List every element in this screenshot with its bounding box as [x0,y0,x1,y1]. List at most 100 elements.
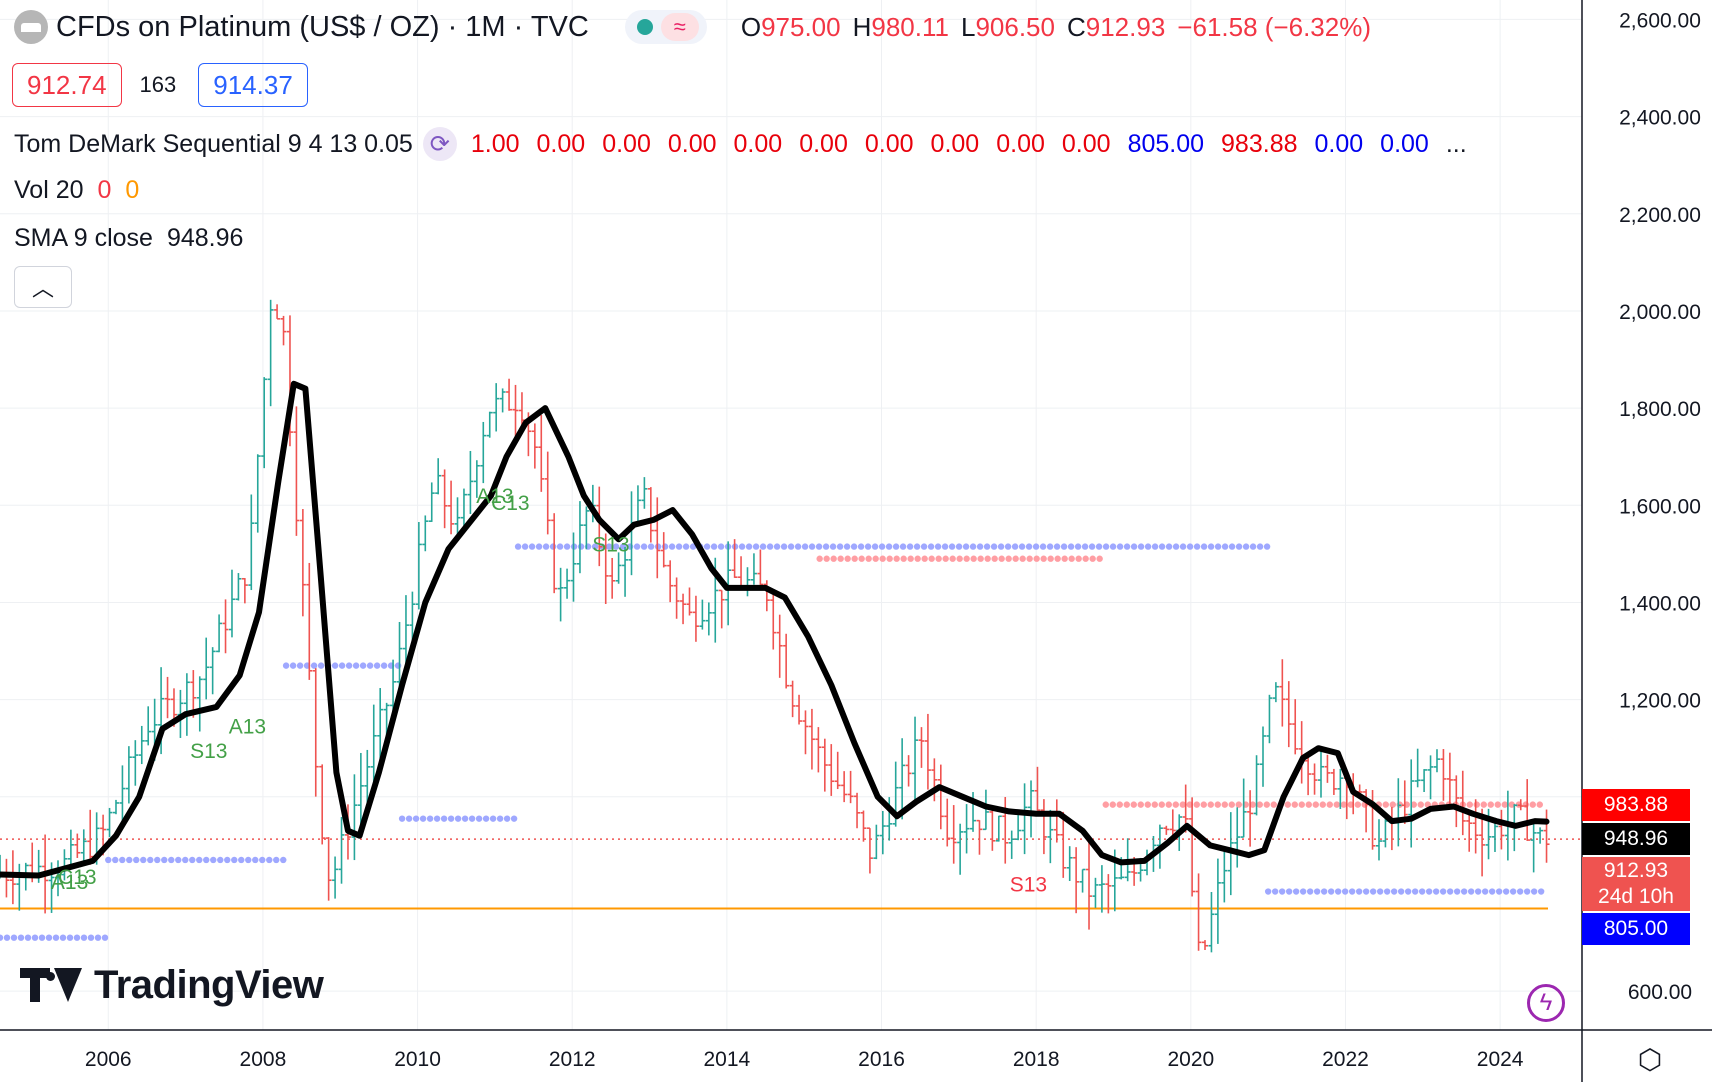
support-resistance-dot [1327,888,1335,895]
ohlc-bar [744,567,751,597]
support-resistance-dot [154,856,161,864]
ohlc-bar [409,591,416,642]
ohlc-bar [680,593,687,625]
data-delay-wave-icon[interactable]: ≈ [660,13,699,41]
ohlc-bar [325,837,332,901]
support-resistance-dot [1312,801,1319,808]
symbol-title[interactable]: CFDs on Platinum (US$ / OZ) · 1M · TVC [56,10,589,43]
ohlc-bar [1395,778,1402,847]
ohlc-bar [338,816,345,884]
support-resistance-dot [1046,543,1054,550]
support-resistance-dot [1165,801,1172,808]
time-tick-label: 2018 [1013,1048,1060,1071]
ohlc-bar [660,532,667,568]
support-resistance-dot [514,543,522,550]
market-status-pill[interactable]: ≈ [624,10,707,44]
support-resistance-dot [1278,888,1286,895]
support-resistance-dot [1417,801,1424,808]
ohlc-bar [16,863,23,911]
ohlc-bar [1073,847,1080,914]
support-resistance-dot [126,856,133,864]
tradingview-logo[interactable]: TradingView [20,963,324,1008]
support-resistance-dot [1144,801,1151,808]
ohlc-bar [873,824,880,860]
ohlc-bar [422,515,429,552]
ohlc-bar [1414,748,1421,788]
support-resistance-dot [1319,801,1326,808]
ohlc-bar [222,599,229,654]
refresh-icon[interactable]: ⟳ [422,127,457,161]
support-resistance-dot [1383,888,1391,895]
support-resistance-dot [871,543,879,550]
settings-hexagon-icon[interactable]: ⬡ [1637,1043,1663,1075]
support-resistance-dot [816,555,823,562]
symbol-header: CFDs on Platinum (US$ / OZ) · 1M · TVC ≈… [14,10,1371,44]
ohlc-bar [3,858,10,898]
support-resistance-dot [80,934,88,941]
support-resistance-dot [87,934,95,941]
support-resistance-dot [1144,543,1152,550]
ohlc-bar [312,668,319,797]
ohlc-bar [1543,809,1550,863]
support-resistance-dot [380,662,388,669]
ohlc-bar [112,799,119,815]
ohlc-bar [1234,807,1241,868]
support-resistance-dot [1411,888,1419,895]
ohlc-bar [976,819,983,855]
ohlc-bar [1208,891,1215,953]
sma-line [0,380,1550,879]
support-resistance-dot [496,815,504,822]
ohlc-bar [248,494,255,591]
indicator-demark[interactable]: Tom DeMark Sequential 9 4 13 0.05 ⟳ 1.00… [14,127,1467,161]
time-tick-label: 2008 [240,1048,287,1071]
support-resistance-dot [962,543,970,550]
time-tick-label: 2006 [85,1048,132,1071]
support-resistance-dot [119,856,126,864]
price-tick-label: 2,600.00 [1619,9,1701,32]
support-resistance-dot [1207,543,1215,550]
ohlc-bar [1227,812,1234,896]
support-resistance-dot [461,815,469,822]
support-resistance-dot [1130,801,1137,808]
ohlc-bar [1047,809,1054,864]
support-resistance-dot [1235,543,1243,550]
sell-price-button[interactable]: 912.74 [12,63,122,107]
support-resistance-dot [977,555,984,562]
ohlc-bar [480,421,487,484]
support-resistance-dot [440,815,448,822]
support-resistance-dot [661,543,669,550]
support-resistance-dot [787,543,795,550]
support-resistance-dot [1264,888,1272,895]
support-resistance-dot [1221,801,1228,808]
support-resistance-dot [1151,801,1158,808]
support-resistance-dot [843,543,851,550]
support-resistance-dot [1501,801,1508,808]
support-resistance-dot [872,555,879,562]
ohlc-bar [61,849,68,881]
support-resistance-dot [801,543,809,550]
support-resistance-dot [398,815,406,822]
indicator-sma[interactable]: SMA 9 close 948.96 [14,224,243,253]
support-resistance-dot [1228,543,1236,550]
support-resistance-dot [1137,801,1144,808]
support-resistance-dot [503,815,511,822]
ohlc-bar [274,304,281,320]
ohlc-bar [982,789,989,831]
buy-price-button[interactable]: 914.37 [198,63,308,107]
ohlc-bar [538,414,545,492]
support-resistance-dot [252,856,259,864]
time-tick-label: 2014 [704,1048,751,1071]
collapse-legend-button[interactable]: ︿ [14,266,72,308]
ohlc-bar [770,591,777,650]
ohlc-bar [435,458,442,495]
ohlc-bar [866,827,873,874]
support-resistance-dot [147,856,154,864]
support-resistance-dot [850,543,858,550]
chevron-up-icon: ︿ [31,276,54,301]
support-resistance-dot [1467,888,1475,895]
ohlc-bar [1433,749,1440,773]
indicator-volume[interactable]: Vol 20 0 0 [14,176,139,205]
lightning-bolt-icon[interactable]: ϟ [1527,984,1565,1022]
bar-countdown: 24d 10h [1598,884,1674,908]
